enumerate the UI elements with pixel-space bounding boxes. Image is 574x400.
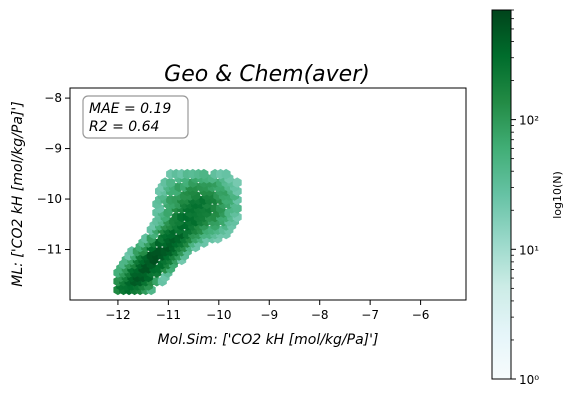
colorbar-ticks: 10⁰ 10¹ 10² <box>511 9 539 387</box>
colorbar: 10⁰ 10¹ 10² log10(N) <box>491 9 564 387</box>
colorbar-tick-label: 10² <box>519 114 539 128</box>
x-tick-label: −12 <box>105 308 130 322</box>
x-tick-label: −8 <box>311 308 329 322</box>
x-axis: −12 −11 −10 −9 −8 −7 −6 <box>105 300 429 322</box>
hexbin-cell <box>166 177 176 188</box>
hexbin-cell <box>199 168 209 180</box>
metrics-box: MAE = 0.19 R2 = 0.64 <box>82 95 189 139</box>
colorbar-gradient <box>491 9 512 380</box>
r2-annotation: R2 = 0.64 <box>89 119 159 135</box>
x-tick-label: −9 <box>260 308 278 322</box>
y-tick-label: −11 <box>37 243 62 257</box>
x-tick-label: −10 <box>206 308 231 322</box>
y-axis: −8 −9 −10 −11 <box>37 91 70 257</box>
chart-title: Geo & Chem(aver) <box>164 62 370 87</box>
metrics-box-frame <box>82 95 189 139</box>
y-tick-label: −8 <box>44 91 62 105</box>
plot-frame <box>69 87 467 301</box>
y-axis-label: ML: ['CO2 kH [mol/kg/Pa]'] <box>10 101 26 286</box>
colorbar-label: log10(N) <box>551 171 564 219</box>
colorbar-tick-label: 10¹ <box>519 243 539 257</box>
x-tick-label: −7 <box>361 308 379 322</box>
y-tick-label: −10 <box>37 192 62 206</box>
hexbin-layer <box>113 168 242 296</box>
colorbar-tick-label: 10⁰ <box>519 373 539 387</box>
y-tick-label: −9 <box>44 142 62 156</box>
hexbin-cell <box>221 168 231 180</box>
mae-annotation: MAE = 0.19 <box>89 101 171 117</box>
x-tick-label: −6 <box>412 308 430 322</box>
x-axis-label: Mol.Sim: ['CO2 kH [mol/kg/Pa]'] <box>158 332 379 348</box>
hexbin-cell <box>232 177 242 188</box>
x-tick-label: −11 <box>156 308 181 322</box>
